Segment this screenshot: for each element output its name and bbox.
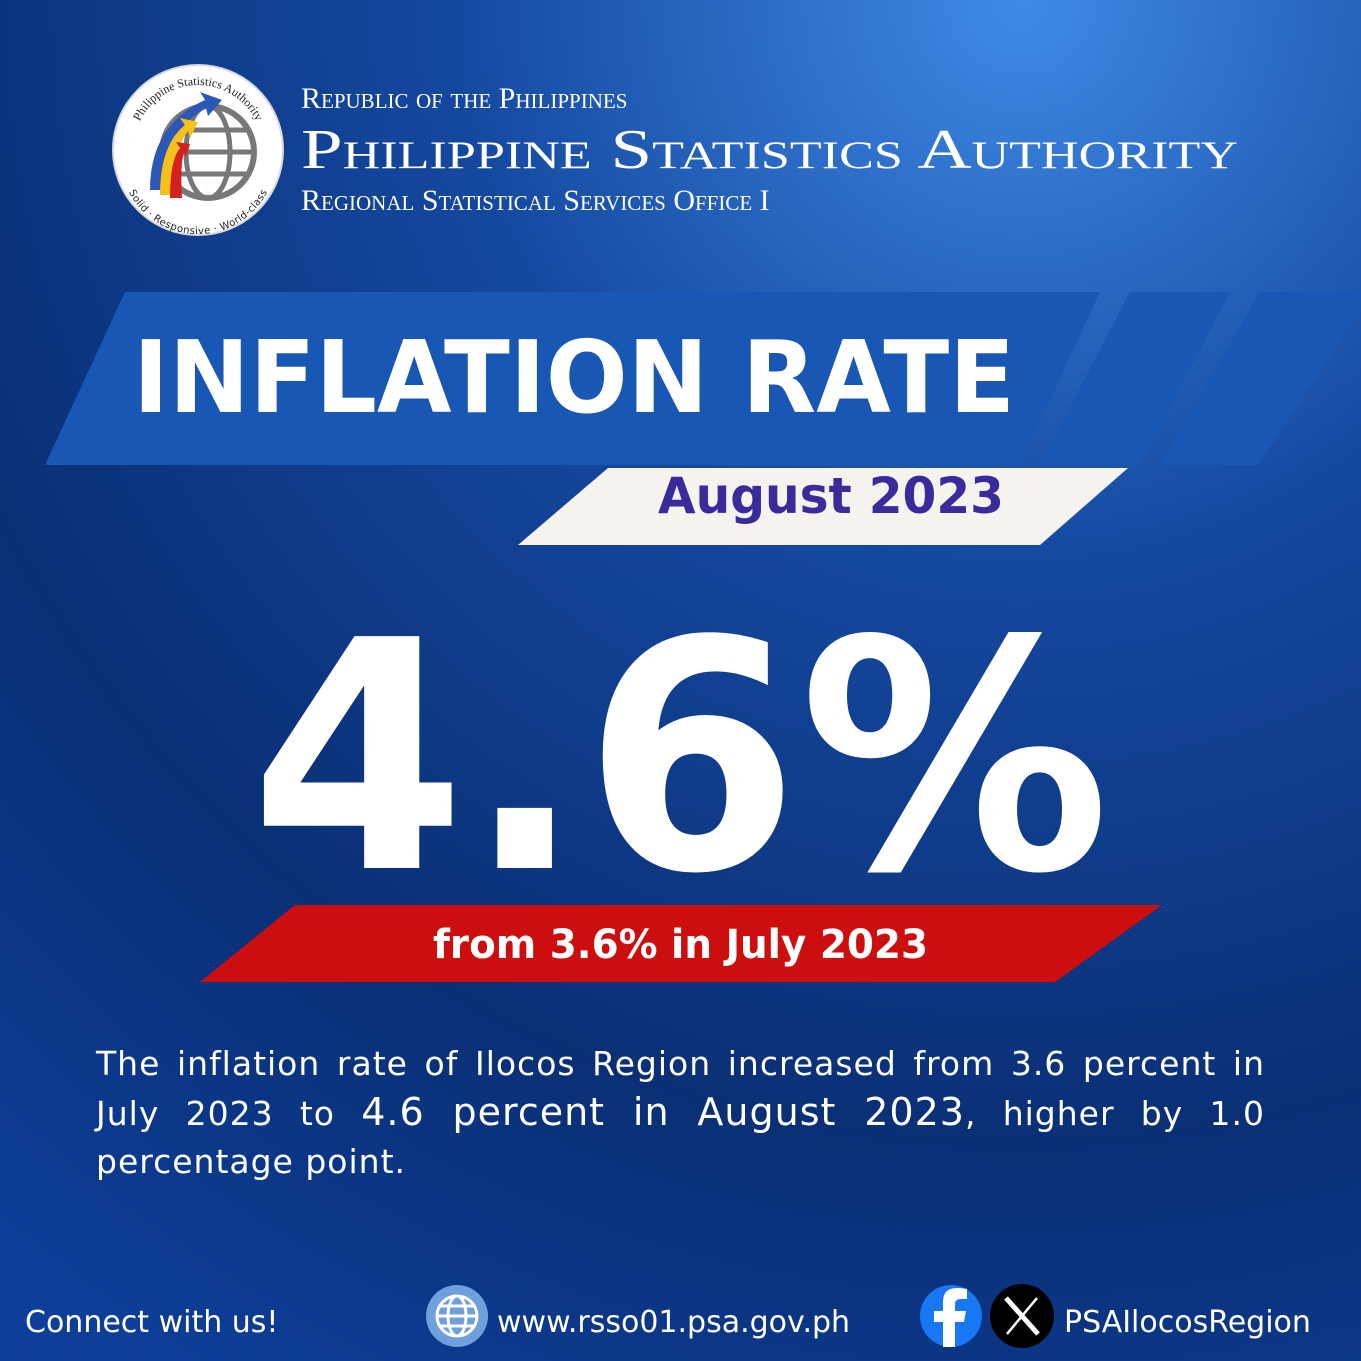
facebook-icon[interactable]	[920, 1285, 982, 1347]
body-emphasis: 4.6 percent in August 2023	[361, 1090, 965, 1134]
header-office: Regional Statistical Services Office I	[301, 184, 770, 217]
x-icon[interactable]	[990, 1284, 1054, 1348]
stripe	[1160, 292, 1361, 465]
footer-website[interactable]: www.rsso01.psa.gov.ph	[497, 1305, 850, 1340]
globe-icon	[426, 1285, 488, 1347]
body-paragraph: The inflation rate of Ilocos Region incr…	[96, 1040, 1265, 1186]
body-lead: The inflation rate of Ilocos Region incr…	[96, 1044, 1265, 1133]
logo: Philippine Statistics Authority Solid · …	[112, 64, 284, 238]
banner-title: INFLATION RATE	[133, 319, 1015, 436]
title-band	[45, 292, 1100, 465]
header-title: Philippine Statistics Authority	[301, 119, 1238, 181]
stripe	[1040, 292, 1230, 465]
header-line: Republic of the Philippines	[301, 82, 627, 115]
footer-connect: Connect with us!	[25, 1305, 278, 1340]
comparison-band	[200, 905, 1162, 982]
headline-value: 4.6%	[250, 573, 1110, 943]
footer-handle[interactable]: PSAIlocosRegion	[1064, 1305, 1311, 1340]
body-tail: , higher by 1.0 percentage point.	[96, 1094, 1266, 1181]
period-plate	[518, 468, 1128, 545]
banner-period: August 2023	[658, 467, 1004, 525]
headline-comparison: from 3.6% in July 2023	[433, 922, 928, 968]
